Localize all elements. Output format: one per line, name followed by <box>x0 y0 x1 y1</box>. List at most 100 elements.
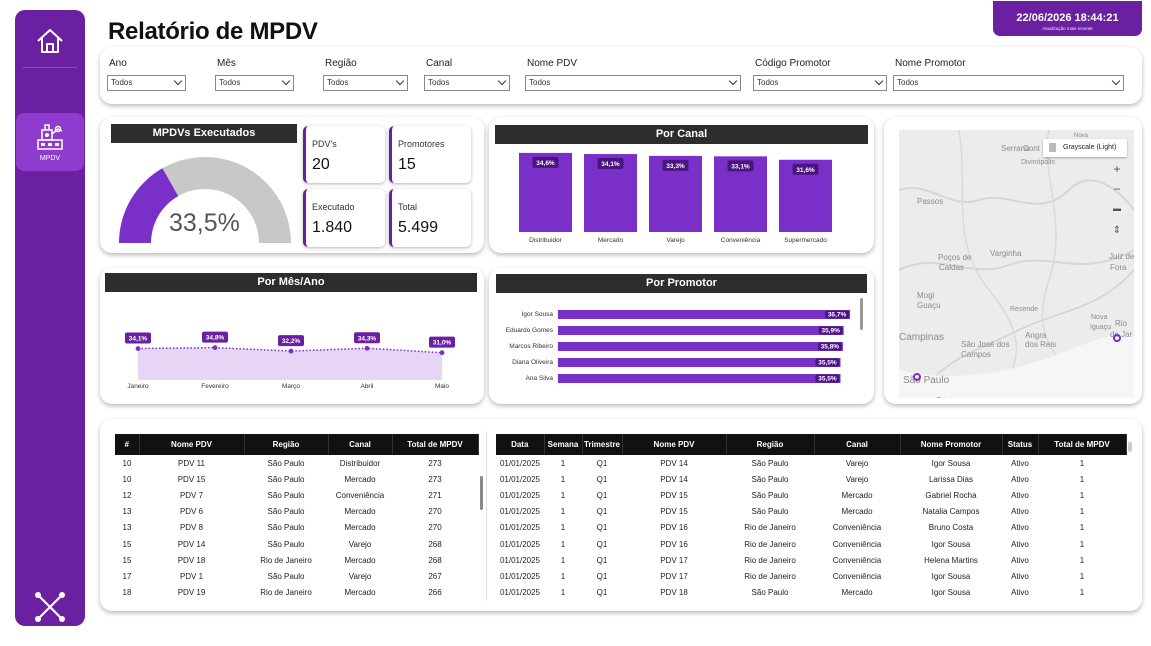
filter-mes-select[interactable]: Todos <box>215 75 294 91</box>
table-row[interactable]: 01/01/2025 1 Q1 PDV 17 Rio de Janeiro Conveni… <box>496 552 1126 568</box>
scrollbar[interactable] <box>860 298 863 330</box>
filter-regiao-select[interactable]: Todos <box>323 75 408 91</box>
table-row[interactable]: 18 PDV 19 Rio de Janeiro Mercado 266 <box>115 585 478 601</box>
table-cell: Distribuidor <box>339 458 381 468</box>
factory-robot-icon <box>37 124 63 150</box>
home-icon <box>37 29 63 53</box>
table-cell: Mercado <box>841 588 873 598</box>
scrollbar[interactable] <box>1128 442 1132 452</box>
table-row[interactable]: 13 PDV 8 São Paulo Mercado 270 <box>115 520 478 536</box>
mes-point[interactable] <box>364 345 370 351</box>
pdv-ranking-column-header[interactable]: Nome PDV <box>139 434 245 455</box>
mpdv-detail-column-header[interactable]: Total de MPDV <box>1038 434 1127 455</box>
map-place-label: Nova <box>1074 133 1089 139</box>
map-select-button[interactable]: ▬ <box>1113 204 1121 213</box>
pdv-ranking-column-header[interactable]: Região <box>244 434 329 455</box>
map-style-button[interactable]: Grayscale (Light) <box>1043 139 1127 157</box>
table-cell: Conveniência <box>832 523 882 533</box>
mpdv-detail-column-header[interactable]: Trimestre <box>582 434 623 455</box>
promotor-axis-label: Marcos Ribeiro <box>509 343 553 350</box>
table-row[interactable]: 01/01/2025 1 Q1 PDV 16 Rio de Janeiro Conveni… <box>496 536 1126 552</box>
table-cell: PDV 16 <box>660 539 688 549</box>
table-cell: 18 <box>122 588 132 598</box>
sidebar-divider <box>23 67 77 68</box>
table-cell: 13 <box>122 523 132 533</box>
chevron-down-icon <box>281 76 291 86</box>
table-cell: 270 <box>428 523 442 533</box>
table-row[interactable]: 01/01/2025 1 Q1 PDV 15 São Paulo Mercado Natal… <box>496 504 1126 520</box>
mes-point[interactable] <box>439 350 445 356</box>
table-cell: Igor Sousa <box>931 539 971 549</box>
mpdv-detail-column-header[interactable]: Semana <box>544 434 583 455</box>
map-place-label: Campinas <box>899 332 944 343</box>
table-cell: Q1 <box>596 474 608 484</box>
zoom-out-button[interactable]: − <box>1113 182 1121 196</box>
table-cell: Rio de Janeiro <box>744 539 796 549</box>
compass-icon[interactable]: ⇕ <box>1112 225 1122 236</box>
mpdv-detail-column-header[interactable]: Canal <box>814 434 901 455</box>
map-place-label: Mogi <box>917 291 935 300</box>
table-cell: Rio de Janeiro <box>744 523 796 533</box>
promotor-bar[interactable] <box>558 326 844 335</box>
table-cell: 267 <box>428 571 442 581</box>
mpdv-detail-column-header[interactable]: Status <box>1002 434 1039 455</box>
filter-canal-select[interactable]: Todos <box>424 75 510 91</box>
kpi-label: Executado <box>312 202 355 212</box>
table-row[interactable]: 12 PDV 7 São Paulo Conveniência 271 <box>115 487 478 503</box>
table-row[interactable]: 01/01/2025 1 Q1 PDV 14 São Paulo Varejo Igor S… <box>496 455 1126 471</box>
table-cell: PDV 7 <box>179 490 204 500</box>
table-row[interactable]: 10 PDV 11 São Paulo Distribuidor 273 <box>115 455 478 471</box>
pdv-ranking-column-header[interactable]: Canal <box>328 434 393 455</box>
filter-nome-pdv-select[interactable]: Todos <box>525 75 741 91</box>
scrollbar[interactable] <box>480 476 483 510</box>
pdv-ranking-column-header[interactable]: # <box>115 434 140 455</box>
mpdv-detail-column-header[interactable]: Nome PDV <box>622 434 727 455</box>
table-cell: 1 <box>1079 458 1085 468</box>
promotor-bar[interactable] <box>558 374 841 383</box>
promotor-axis-label: Igor Sousa <box>522 311 554 318</box>
sidebar: MPDV <box>15 10 85 626</box>
crossed-lines-icon <box>35 592 65 622</box>
table-cell: Igor Sousa <box>931 458 971 468</box>
mes-point[interactable] <box>135 346 141 351</box>
table-row[interactable]: 01/01/2025 1 Q1 PDV 14 São Paulo Varejo Lariss… <box>496 471 1126 487</box>
map-marker-rio[interactable] <box>1113 334 1121 342</box>
map-place-label: Nova <box>1091 314 1107 321</box>
table-row[interactable]: 15 PDV 14 São Paulo Varejo 268 <box>115 536 478 552</box>
table-cell: 1 <box>560 507 566 517</box>
table-row[interactable]: 10 PDV 15 São Paulo Mercado 273 <box>115 471 478 487</box>
pdv-ranking-column-header[interactable]: Total de MPDV <box>392 434 479 455</box>
close-cross-button[interactable] <box>33 590 67 624</box>
table-row[interactable]: 01/01/2025 1 Q1 PDV 18 São Paulo Mercado Igor … <box>496 585 1126 601</box>
promotor-bar[interactable] <box>558 342 843 351</box>
table-cell: PDV 14 <box>660 474 688 484</box>
mpdv-detail-column-header[interactable]: Região <box>726 434 815 455</box>
table-row[interactable]: 01/01/2025 1 Q1 PDV 17 Rio de Janeiro Conveni… <box>496 568 1126 584</box>
map-place-label: Santos <box>936 396 961 398</box>
filter-ano-select[interactable]: Todos <box>107 75 186 91</box>
table-divider <box>486 431 487 601</box>
promotor-bar[interactable] <box>558 358 841 367</box>
table-row[interactable]: 01/01/2025 1 Q1 PDV 15 São Paulo Mercado Gabri… <box>496 487 1126 503</box>
zoom-in-button[interactable]: + <box>1113 162 1121 176</box>
table-cell: Ativo <box>1011 507 1029 517</box>
home-button[interactable] <box>15 18 85 64</box>
map-place-label: Angra <box>1025 331 1047 340</box>
filter-nome-promotor-select[interactable]: Todos <box>893 75 1124 91</box>
table-row[interactable]: 01/01/2025 1 Q1 PDV 16 Rio de Janeiro Conveni… <box>496 520 1126 536</box>
table-cell: Ativo <box>1011 571 1029 581</box>
table-row[interactable]: 13 PDV 6 São Paulo Mercado 270 <box>115 504 478 520</box>
mpdv-detail-column-header[interactable]: Data <box>496 434 545 455</box>
filter-codigo-promotor-select[interactable]: Todos <box>753 75 887 91</box>
mpdv-detail-column-header[interactable]: Nome Promotor <box>900 434 1003 455</box>
promotor-bar[interactable] <box>558 310 851 319</box>
table-row[interactable]: 15 PDV 18 Rio de Janeiro Mercado 268 <box>115 552 478 568</box>
map-place-label: Passos <box>917 197 943 206</box>
mes-point[interactable] <box>212 345 218 350</box>
sidebar-item-mpdv[interactable]: MPDV <box>16 113 84 171</box>
table-cell: Igor Sousa <box>931 588 971 598</box>
mes-point[interactable] <box>288 348 294 354</box>
map-marker-sao-paulo[interactable] <box>913 373 921 381</box>
table-row[interactable]: 17 PDV 1 São Paulo Varejo 267 <box>115 568 478 584</box>
